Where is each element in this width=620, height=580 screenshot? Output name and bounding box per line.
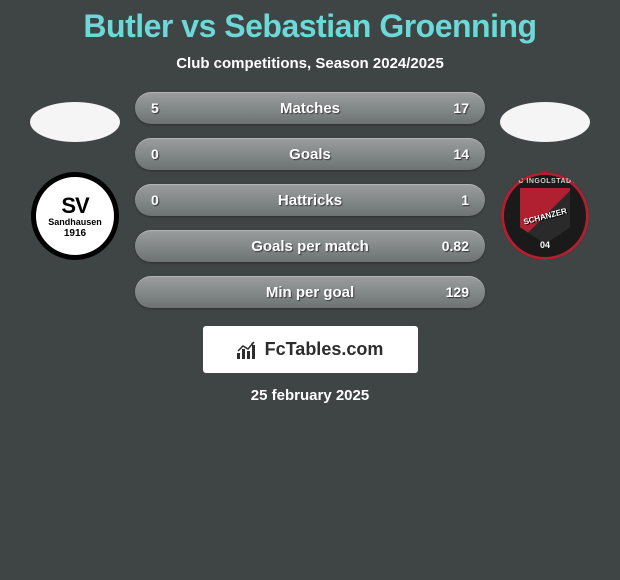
stat-left-value: 0	[151, 192, 181, 208]
right-flag	[500, 102, 590, 142]
right-badge-ring-text: FC INGOLSTADT	[501, 178, 589, 185]
stat-right-value: 129	[439, 284, 469, 300]
stat-label: Min per goal	[135, 284, 485, 301]
stat-row-min-per-goal: Min per goal 129	[135, 276, 485, 308]
left-side: SV Sandhausen 1916	[25, 92, 125, 260]
stat-row-goals-per-match: Goals per match 0.82	[135, 230, 485, 262]
stat-row-goals: 0 Goals 14	[135, 138, 485, 170]
stat-label: Hattricks	[135, 192, 485, 209]
stat-right-value: 14	[439, 146, 469, 162]
stat-label: Matches	[135, 100, 485, 117]
right-side: FC INGOLSTADT SCHANZER 04	[495, 92, 595, 260]
comparison-row: SV Sandhausen 1916 5 Matches 17 0 Goals …	[0, 92, 620, 308]
right-club-badge: FC INGOLSTADT SCHANZER 04	[501, 172, 589, 260]
stat-right-value: 17	[439, 100, 469, 116]
chart-icon	[237, 341, 259, 359]
left-club-badge: SV Sandhausen 1916	[31, 172, 119, 260]
left-badge-name: Sandhausen	[48, 217, 102, 227]
stat-left-value: 5	[151, 100, 181, 116]
page-subtitle: Club competitions, Season 2024/2025	[176, 55, 444, 72]
stat-right-value: 0.82	[439, 238, 469, 254]
stat-row-hattricks: 0 Hattricks 1	[135, 184, 485, 216]
infographic-container: Butler vs Sebastian Groenning Club compe…	[0, 0, 620, 404]
stat-label: Goals per match	[135, 238, 485, 255]
stat-row-matches: 5 Matches 17	[135, 92, 485, 124]
branding-box: FcTables.com	[203, 326, 418, 373]
right-badge-num: 04	[540, 240, 550, 250]
stat-label: Goals	[135, 146, 485, 163]
page-title: Butler vs Sebastian Groenning	[83, 8, 536, 45]
left-badge-top: SV	[61, 193, 88, 219]
left-flag	[30, 102, 120, 142]
left-badge-year: 1916	[64, 228, 86, 239]
stats-column: 5 Matches 17 0 Goals 14 0 Hattricks 1 Go…	[135, 92, 485, 308]
stat-left-value: 0	[151, 146, 181, 162]
date-text: 25 february 2025	[251, 387, 369, 404]
brand-text: FcTables.com	[265, 339, 384, 360]
right-badge-shield-text: SCHANZER	[522, 206, 567, 226]
stat-right-value: 1	[439, 192, 469, 208]
